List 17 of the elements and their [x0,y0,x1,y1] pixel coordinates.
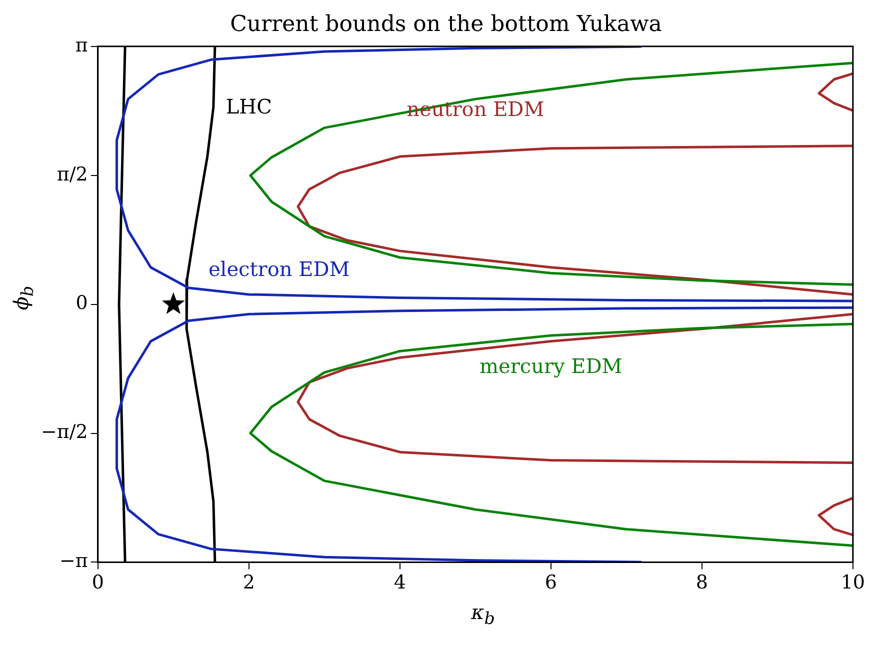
annotation: LHC [226,94,272,118]
y-tick-label: π [75,34,88,56]
y-tick-label: 0 [76,292,88,314]
y-tick-label: −π/2 [40,421,88,444]
x-axis-title: κ$_{b}$ [470,600,496,628]
x-tick-label: 8 [696,572,708,594]
x-tick-label: 10 [840,572,866,594]
x-tick-label: 4 [394,572,406,594]
y-tick-label: π/2 [56,163,88,186]
chart-title: Current bounds on the bottom Yukawa [230,12,662,37]
x-tick-label: 2 [242,572,255,594]
annotation: electron EDM [208,256,350,281]
y-tick-label: −π [59,550,88,572]
x-tick-label: 0 [92,572,104,594]
x-tick-label: 6 [544,572,557,594]
annotation: neutron EDM [406,97,544,122]
annotation: mercury EDM [480,354,622,378]
